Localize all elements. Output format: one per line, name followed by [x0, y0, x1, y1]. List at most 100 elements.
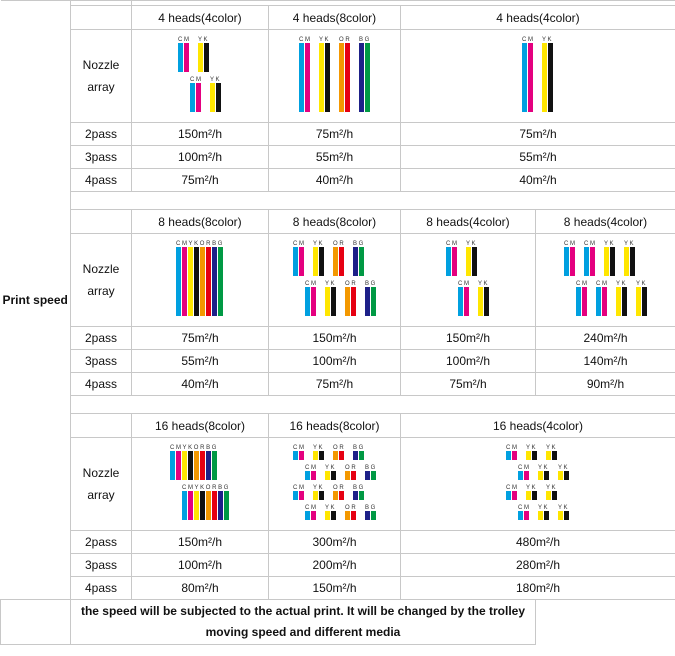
- nozzle-bar: [623, 246, 629, 276]
- nozzle-bar: [318, 490, 324, 500]
- nozzle-bar: [216, 82, 221, 112]
- nozzle-bar: [310, 286, 316, 316]
- table-row: 4pass 40m²/h 75m²/h 75m²/h 90m²/h: [1, 372, 675, 396]
- nozzle-label: Y K: [313, 241, 323, 247]
- table-row: 4pass 75m²/h 40m²/h 40m²/h: [1, 168, 675, 192]
- nozzle-bar: [332, 450, 338, 460]
- nozzle-bar: [364, 470, 370, 480]
- nozzle-bar: [370, 286, 376, 316]
- nozzle-label: C M: [293, 241, 304, 247]
- nozzle-bar: [358, 490, 364, 500]
- nozzle-bar: [304, 470, 310, 480]
- nozzle-label: B G: [353, 241, 364, 247]
- speed-value: 75m²/h: [400, 372, 536, 396]
- nozzle-row-label: Nozzle array: [70, 437, 132, 531]
- nozzle-bar: [518, 470, 523, 480]
- nozzle-bar: [312, 490, 318, 500]
- nozzle-bar: [292, 490, 298, 500]
- nozzle-label: Y K: [466, 241, 476, 247]
- nozzle-bar: [344, 510, 350, 520]
- nozzle-bar: [324, 286, 330, 316]
- nozzle-bar: [204, 42, 209, 72]
- nozzle-diagram: C M Y K O R B G C M Y K O R B G: [170, 445, 229, 520]
- nozzle-bar: [528, 42, 533, 112]
- nozzle-bar: [506, 490, 511, 500]
- nozzle-bar: [548, 42, 553, 112]
- speed-value: 150m²/h: [131, 122, 269, 146]
- nozzle-bar: [218, 246, 223, 316]
- nozzle-label: Y K: [546, 485, 556, 491]
- nozzle-label: Y K: [538, 465, 548, 471]
- nozzle-bar: [212, 450, 217, 480]
- nozzle-cell: C M Y K O R B G C M Y K O R B G: [131, 437, 269, 531]
- column-header: 16 heads(8color): [268, 413, 401, 438]
- nozzle-bar: [589, 246, 595, 276]
- nozzle-bar: [641, 286, 647, 316]
- nozzle-bar: [298, 490, 304, 500]
- speed-value: 75m²/h: [268, 122, 401, 146]
- column-header: 4 heads(8color): [268, 5, 401, 30]
- column-header: 8 heads(8color): [131, 209, 269, 234]
- nozzle-bar: [518, 510, 523, 520]
- table-row: 2pass 75m²/h 150m²/h 150m²/h 240m²/h: [1, 326, 675, 350]
- nozzle-bar: [224, 490, 229, 520]
- nozzle-bar: [312, 246, 318, 276]
- nozzle-bar: [310, 510, 316, 520]
- nozzle-bar: [524, 510, 529, 520]
- nozzle-bar: [458, 286, 463, 316]
- nozzle-bar: [292, 246, 298, 276]
- speed-value: 75m²/h: [400, 122, 675, 146]
- nozzle-bar: [364, 286, 370, 316]
- nozzle-bar: [188, 450, 193, 480]
- table-row: 2pass 150m²/h 75m²/h 75m²/h: [1, 122, 675, 146]
- nozzle-bar: [182, 246, 187, 316]
- nozzle-diagram: C M Y K O R B G C M Y K O R B G: [292, 241, 376, 316]
- nozzle-bar: [464, 286, 469, 316]
- nozzle-bar: [446, 246, 451, 276]
- nozzle-bar: [564, 470, 569, 480]
- nozzle-bar: [170, 450, 175, 480]
- speed-value: 55m²/h: [268, 145, 401, 169]
- nozzle-bar: [358, 450, 364, 460]
- nozzle-bar: [350, 286, 356, 316]
- nozzle-bar: [522, 42, 527, 112]
- nozzle-label: Y K: [624, 241, 634, 247]
- speed-value: 40m²/h: [131, 372, 269, 396]
- nozzle-label: O R: [345, 281, 356, 287]
- speed-value: 75m²/h: [131, 168, 269, 192]
- speed-value: 150m²/h: [400, 326, 536, 350]
- empty-cell: [0, 599, 71, 645]
- nozzle-diagram: C M Y K O R B G: [176, 241, 223, 316]
- nozzle-bar: [194, 450, 199, 480]
- column-header: 4 heads(4color): [131, 5, 269, 30]
- speed-value: 300m²/h: [268, 530, 401, 554]
- pass-label: 3pass: [70, 145, 132, 169]
- nozzle-label: C M: [178, 37, 189, 43]
- empty-cell: [70, 395, 675, 414]
- nozzle-bar: [629, 246, 635, 276]
- nozzle-bar: [178, 42, 183, 72]
- nozzle-row-label: Nozzle array: [70, 29, 132, 123]
- nozzle-bar: [569, 246, 575, 276]
- nozzle-label: C M: [299, 37, 310, 43]
- nozzle-bar: [364, 510, 370, 520]
- nozzle-bar: [312, 450, 318, 460]
- nozzle-diagram: C M Y K C M Y K: [446, 241, 489, 316]
- nozzle-label: Y K: [542, 37, 552, 43]
- nozzle-label: Y K: [478, 281, 488, 287]
- nozzle-bar: [218, 490, 223, 520]
- nozzle-bar: [558, 470, 563, 480]
- speed-value: 280m²/h: [400, 553, 675, 577]
- nozzle-bar: [188, 246, 193, 316]
- nozzle-bar: [512, 490, 517, 500]
- nozzle-label: B G: [365, 281, 376, 287]
- nozzle-bar: [542, 42, 547, 112]
- speed-value: 90m²/h: [535, 372, 675, 396]
- nozzle-bar: [558, 510, 563, 520]
